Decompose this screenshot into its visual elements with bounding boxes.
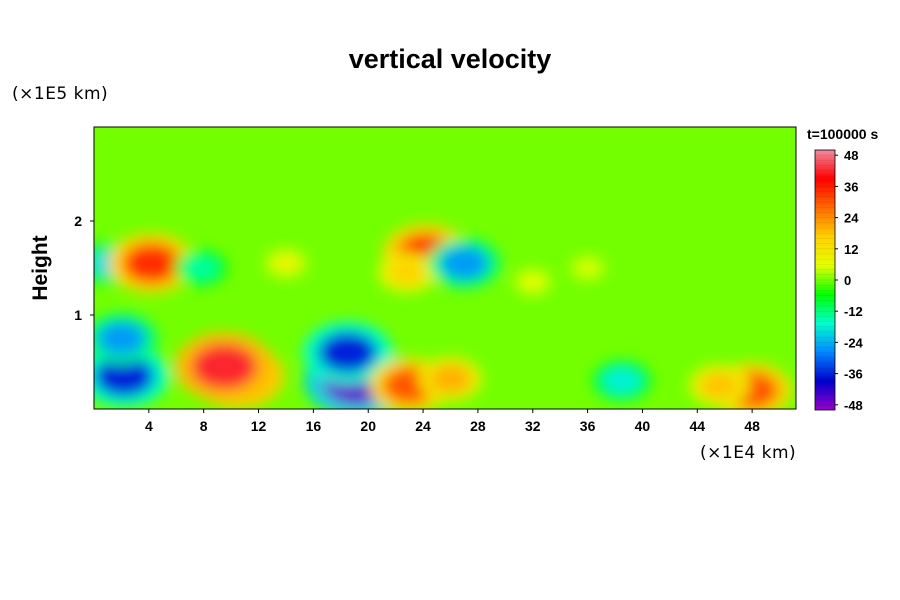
- colorbar-tick-label: 0: [844, 273, 851, 288]
- field-layer: [94, 224, 792, 409]
- x-tick-label: 20: [360, 418, 376, 434]
- field-feature: [387, 259, 426, 286]
- colorbar-tick-label: 24: [844, 211, 859, 226]
- x-tick-label: 8: [200, 418, 208, 434]
- colorbar-tick-label: -36: [844, 367, 863, 382]
- field-feature: [429, 364, 472, 394]
- field-feature: [122, 243, 181, 284]
- field-feature: [601, 366, 642, 395]
- x-tick-label: 36: [580, 418, 596, 434]
- field-feature: [317, 331, 378, 374]
- colorbar-tick-label: -24: [844, 335, 864, 350]
- colorbar-tick-label: -12: [844, 304, 863, 319]
- x-tick-label: 24: [415, 418, 431, 434]
- field-feature: [183, 255, 219, 281]
- x-tick-label: 28: [470, 418, 486, 434]
- time-label: t=100000 s: [807, 126, 879, 142]
- field-feature: [519, 272, 547, 292]
- field-feature: [574, 259, 601, 277]
- x-tick-label: 40: [635, 418, 651, 434]
- y-tick-label: 1: [74, 307, 82, 323]
- x-tick-label: 48: [744, 418, 760, 434]
- y-tick-label: 2: [74, 213, 82, 229]
- x-tick-label: 4: [145, 418, 153, 434]
- chart-title: vertical velocity: [348, 44, 552, 74]
- x-tick-label: 12: [251, 418, 267, 434]
- x-tick-label: 32: [525, 418, 541, 434]
- field-feature: [191, 343, 258, 390]
- colorbar-tick-label: 48: [844, 148, 858, 163]
- field-feature: [271, 253, 301, 274]
- x-tick-label: 44: [689, 418, 705, 434]
- y-unit-label: (×1E5 km): [12, 84, 109, 104]
- field-feature: [699, 371, 740, 400]
- colorbar-tick-label: 12: [844, 242, 858, 257]
- field-feature: [439, 246, 489, 281]
- x-unit-label: (×1E4 km): [700, 443, 797, 463]
- field-feature: [97, 321, 146, 356]
- x-tick-label: 16: [306, 418, 322, 434]
- colorbar-tick-label: 36: [844, 179, 858, 194]
- colorbar-tick-label: -48: [844, 398, 863, 413]
- field-feature: [94, 355, 154, 397]
